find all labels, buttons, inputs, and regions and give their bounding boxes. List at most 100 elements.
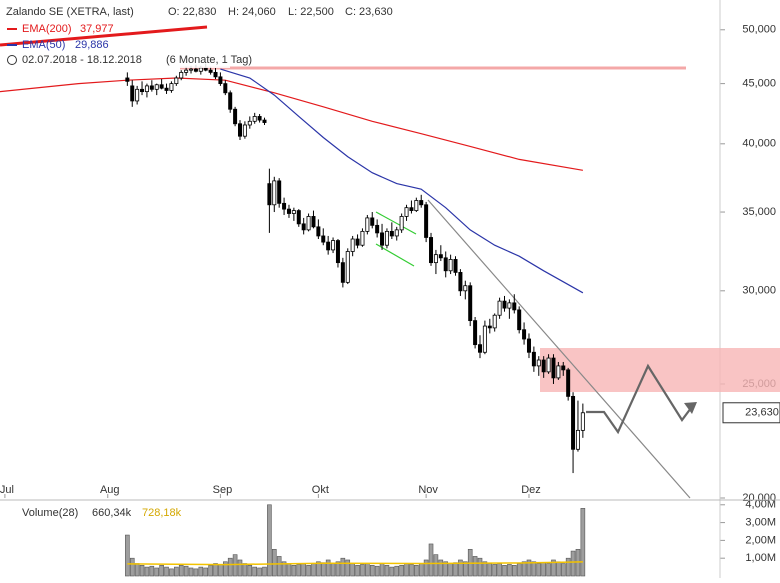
y-tick-label: 40,000: [742, 138, 776, 150]
legend-value: 29,886: [75, 39, 109, 51]
legend-label: EMA(200): [22, 23, 72, 35]
candle-body: [286, 208, 291, 214]
volume-bar: [169, 568, 174, 577]
volume-bar: [281, 561, 287, 577]
volume-bar: [565, 557, 571, 577]
legend-label: EMA(50): [22, 39, 65, 51]
candle-body: [389, 230, 394, 237]
volume-bar: [423, 559, 429, 577]
candle-body: [536, 359, 541, 367]
price-tag-label: 23,630: [745, 407, 779, 419]
volume-bar: [223, 561, 228, 577]
clock-icon: [7, 55, 17, 65]
volume-bar: [355, 565, 360, 577]
volume-bar: [492, 564, 497, 577]
y-tick-label: 30,000: [742, 285, 776, 297]
y-tick-label: 45,000: [742, 78, 776, 90]
open: O: 22,830: [168, 6, 216, 18]
volume-bar: [433, 554, 439, 577]
price-tag: [722, 402, 780, 424]
candle-body: [409, 207, 414, 211]
annotations: [180, 66, 780, 499]
candle-body: [159, 84, 164, 89]
candle-body: [301, 223, 306, 231]
candle-body: [458, 272, 463, 292]
ema-line: [0, 77, 584, 171]
volume-bar: [477, 557, 483, 577]
y-tick-label: 20,000: [742, 492, 776, 504]
candle-body: [164, 87, 169, 91]
volume-bar: [311, 563, 316, 577]
volume-value: 660,34k: [92, 507, 132, 519]
volume-bar: [531, 561, 537, 577]
candle-body: [233, 108, 238, 125]
ema-line: [220, 68, 584, 294]
volume-bar: [536, 563, 542, 577]
volume-bar: [267, 504, 272, 577]
volume-bar: [409, 564, 414, 577]
title: Zalando SE (XETRA, last): [6, 6, 134, 18]
volume-bar: [541, 562, 546, 577]
x-tick-label: Dez: [521, 484, 541, 496]
volume-bar: [404, 563, 409, 577]
span: (6 Monate, 1 Tag): [166, 54, 252, 66]
volume-bar: [232, 554, 238, 577]
volume-bar: [262, 566, 267, 577]
period: 02.07.2018 - 18.12.2018: [22, 54, 142, 66]
candle-body: [184, 69, 189, 73]
candle-body: [223, 83, 228, 94]
candle-body: [193, 68, 198, 72]
volume-bar: [546, 563, 551, 577]
candle-body: [179, 71, 184, 79]
candle-body: [262, 119, 267, 123]
candle-body: [306, 216, 311, 231]
candle-body: [468, 285, 473, 322]
volume-bar: [556, 561, 561, 577]
volume-bar: [502, 565, 507, 577]
volume-bar: [296, 564, 302, 577]
candle-body: [526, 338, 531, 353]
candle-body: [277, 180, 282, 204]
volume-bar: [178, 565, 184, 577]
candle-body: [149, 85, 154, 90]
volume-bar: [213, 563, 218, 577]
volume-title: Volume(28): [22, 507, 78, 519]
candle-body: [213, 71, 218, 78]
candle-body: [272, 180, 277, 206]
volume-bar: [580, 508, 586, 577]
volume-bar: [526, 559, 532, 577]
candle-body: [448, 259, 453, 272]
volume-bar: [350, 563, 355, 577]
candle-body: [487, 325, 492, 329]
legend-value: 37,977: [80, 23, 114, 35]
volume-bar: [320, 562, 326, 577]
volume-bar: [208, 565, 213, 577]
candle-body: [321, 235, 326, 243]
high: H: 24,060: [228, 6, 276, 18]
candle-body: [512, 302, 517, 311]
candle-body: [355, 238, 360, 246]
candle-body: [326, 241, 331, 251]
volume-average: [127, 561, 583, 566]
volume-bar: [507, 564, 512, 577]
candle-body: [482, 325, 487, 353]
volume-bar: [379, 563, 385, 577]
volume-bar: [521, 561, 527, 577]
candle-body: [463, 285, 468, 292]
volume-bar: [374, 565, 380, 577]
volume-bar: [365, 563, 370, 577]
volume-bar: [472, 556, 478, 577]
candle-body: [453, 259, 458, 273]
volume-bar: [198, 566, 204, 577]
volume-bar: [369, 565, 375, 577]
candle-body: [414, 200, 419, 211]
volume-bar: [188, 567, 194, 577]
volume-bar: [242, 563, 248, 577]
volume-bar: [458, 559, 463, 577]
volume-bar: [394, 565, 400, 577]
volume-bar: [330, 563, 336, 577]
volume-bar: [149, 565, 155, 577]
